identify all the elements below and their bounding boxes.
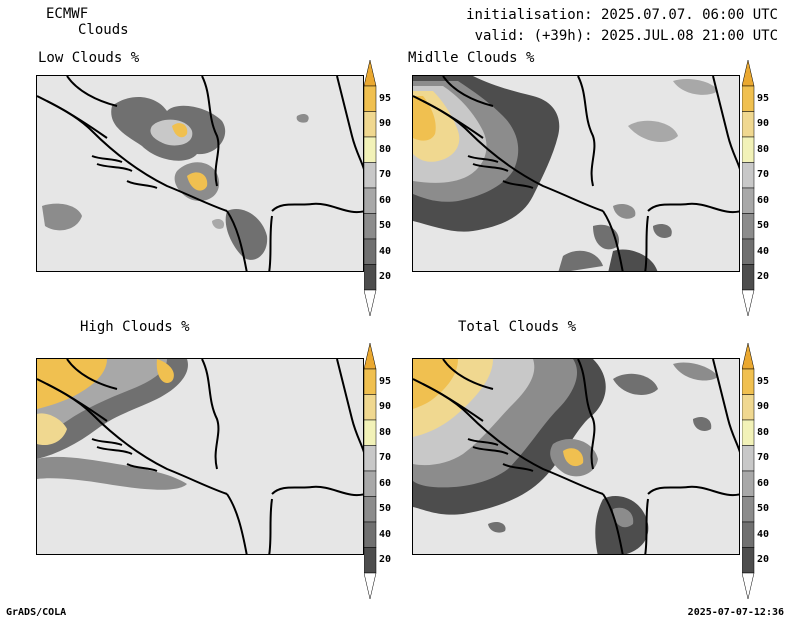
- colorbar-label: 50: [379, 220, 392, 232]
- colorbar-segment: [742, 496, 755, 523]
- colorbar-bottom-triangle: [742, 289, 755, 316]
- colorbar-bottom-triangle: [364, 572, 377, 599]
- colorbar-bottom-triangle: [742, 572, 755, 599]
- colorbar-label: 90: [757, 401, 770, 413]
- colorbar-segment: [364, 547, 377, 574]
- colorbar-label: 50: [757, 503, 770, 515]
- colorbar-segment: [364, 521, 377, 548]
- colorbar-segment: [742, 419, 755, 446]
- colorbar-label: 80: [379, 426, 392, 438]
- colorbar-label: 60: [757, 194, 770, 206]
- cloud-fields-low: [42, 96, 309, 260]
- panel-title-total: Total Clouds %: [458, 319, 577, 335]
- colorbar-segment: [742, 445, 755, 472]
- colorbar-label: 60: [757, 477, 770, 489]
- colorbar-high: 95 90 80 70 60 50 40 20: [364, 343, 404, 599]
- colorbar-label: 40: [757, 528, 770, 540]
- colorbar-segment: [742, 264, 755, 291]
- colorbar-label: 80: [757, 426, 770, 438]
- cloud-fields-total: [413, 359, 718, 554]
- colorbar-segment: [742, 136, 755, 163]
- colorbar-label: 70: [379, 169, 392, 181]
- colorbar-top-triangle: [742, 343, 755, 370]
- init-time: initialisation: 2025.07.07. 06:00 UTC: [466, 7, 778, 23]
- colorbar-segment: [742, 187, 755, 214]
- colorbar-segment: [364, 213, 377, 240]
- colorbar-label: 60: [379, 194, 392, 206]
- map-low-clouds: [36, 75, 364, 272]
- colorbar-label: 20: [379, 554, 392, 566]
- colorbar-label: 80: [757, 143, 770, 155]
- colorbar-segment: [742, 111, 755, 138]
- colorbar-top-triangle: [742, 60, 755, 87]
- colorbar-label: 70: [757, 452, 770, 464]
- colorbar-label: 70: [757, 169, 770, 181]
- colorbar-label: 90: [379, 401, 392, 413]
- colorbar-label: 20: [379, 271, 392, 283]
- colorbar-segment: [742, 394, 755, 421]
- colorbar-segment: [364, 85, 377, 112]
- footer-timestamp: 2025-07-07-12:36: [687, 607, 784, 618]
- colorbar-label: 40: [379, 245, 392, 257]
- footer-software: GrADS/COLA: [6, 607, 67, 618]
- colorbar-segment: [364, 394, 377, 421]
- map-middle-clouds: [412, 75, 740, 272]
- colorbar-segment: [364, 136, 377, 163]
- colorbar-segment: [742, 213, 755, 240]
- colorbar-segment: [742, 368, 755, 395]
- borders-low: [37, 76, 363, 271]
- colorbar-label: 80: [379, 143, 392, 155]
- colorbar-segment: [742, 521, 755, 548]
- model-name: ECMWF: [46, 6, 89, 22]
- map-high-clouds: [36, 358, 364, 555]
- colorbar-label: 95: [379, 375, 392, 387]
- panel-title-low: Low Clouds %: [38, 50, 140, 66]
- colorbar-total: 95 90 80 70 60 50 40 20: [742, 343, 782, 599]
- colorbar-segment: [364, 187, 377, 214]
- colorbar-segment: [742, 470, 755, 497]
- colorbar-segment: [364, 470, 377, 497]
- panel-title-mid: Midlle Clouds %: [408, 50, 535, 66]
- borders-total: [413, 359, 739, 554]
- colorbar-segment: [742, 85, 755, 112]
- colorbar-label: 50: [379, 503, 392, 515]
- colorbar-bottom-triangle: [364, 289, 377, 316]
- colorbar-label: 95: [757, 92, 770, 104]
- valid-time: valid: (+39h): 2025.JUL.08 21:00 UTC: [474, 28, 778, 44]
- colorbar-label: 70: [379, 452, 392, 464]
- colorbar-segment: [742, 162, 755, 189]
- colorbar-label: 40: [757, 245, 770, 257]
- colorbar-top-triangle: [364, 60, 377, 87]
- product-name: Clouds: [78, 22, 129, 38]
- colorbar-segment: [742, 238, 755, 265]
- colorbar-segment: [364, 111, 377, 138]
- colorbar-label: 90: [757, 118, 770, 130]
- colorbar-mid: 95 90 80 70 60 50 40 20: [742, 60, 782, 316]
- colorbar-segment: [364, 419, 377, 446]
- colorbar-segment: [364, 496, 377, 523]
- cloud-fields-mid: [413, 76, 718, 271]
- colorbar-label: 40: [379, 528, 392, 540]
- cloud-fields-high: [37, 359, 188, 490]
- colorbar-segment: [742, 547, 755, 574]
- borders-mid: [413, 76, 739, 271]
- borders-high: [37, 359, 363, 554]
- colorbar-label: 20: [757, 271, 770, 283]
- colorbar-segment: [364, 264, 377, 291]
- colorbar-low: 95 90 80 70 60 50 40 20: [364, 60, 404, 316]
- map-total-clouds: [412, 358, 740, 555]
- colorbar-label: 95: [757, 375, 770, 387]
- colorbar-label: 60: [379, 477, 392, 489]
- colorbar-label: 90: [379, 118, 392, 130]
- colorbar-label: 95: [379, 92, 392, 104]
- colorbar-segment: [364, 368, 377, 395]
- colorbar-top-triangle: [364, 343, 377, 370]
- colorbar-segment: [364, 162, 377, 189]
- colorbar-segment: [364, 445, 377, 472]
- colorbar-label: 20: [757, 554, 770, 566]
- colorbar-segment: [364, 238, 377, 265]
- panel-title-high: High Clouds %: [80, 319, 190, 335]
- colorbar-label: 50: [757, 220, 770, 232]
